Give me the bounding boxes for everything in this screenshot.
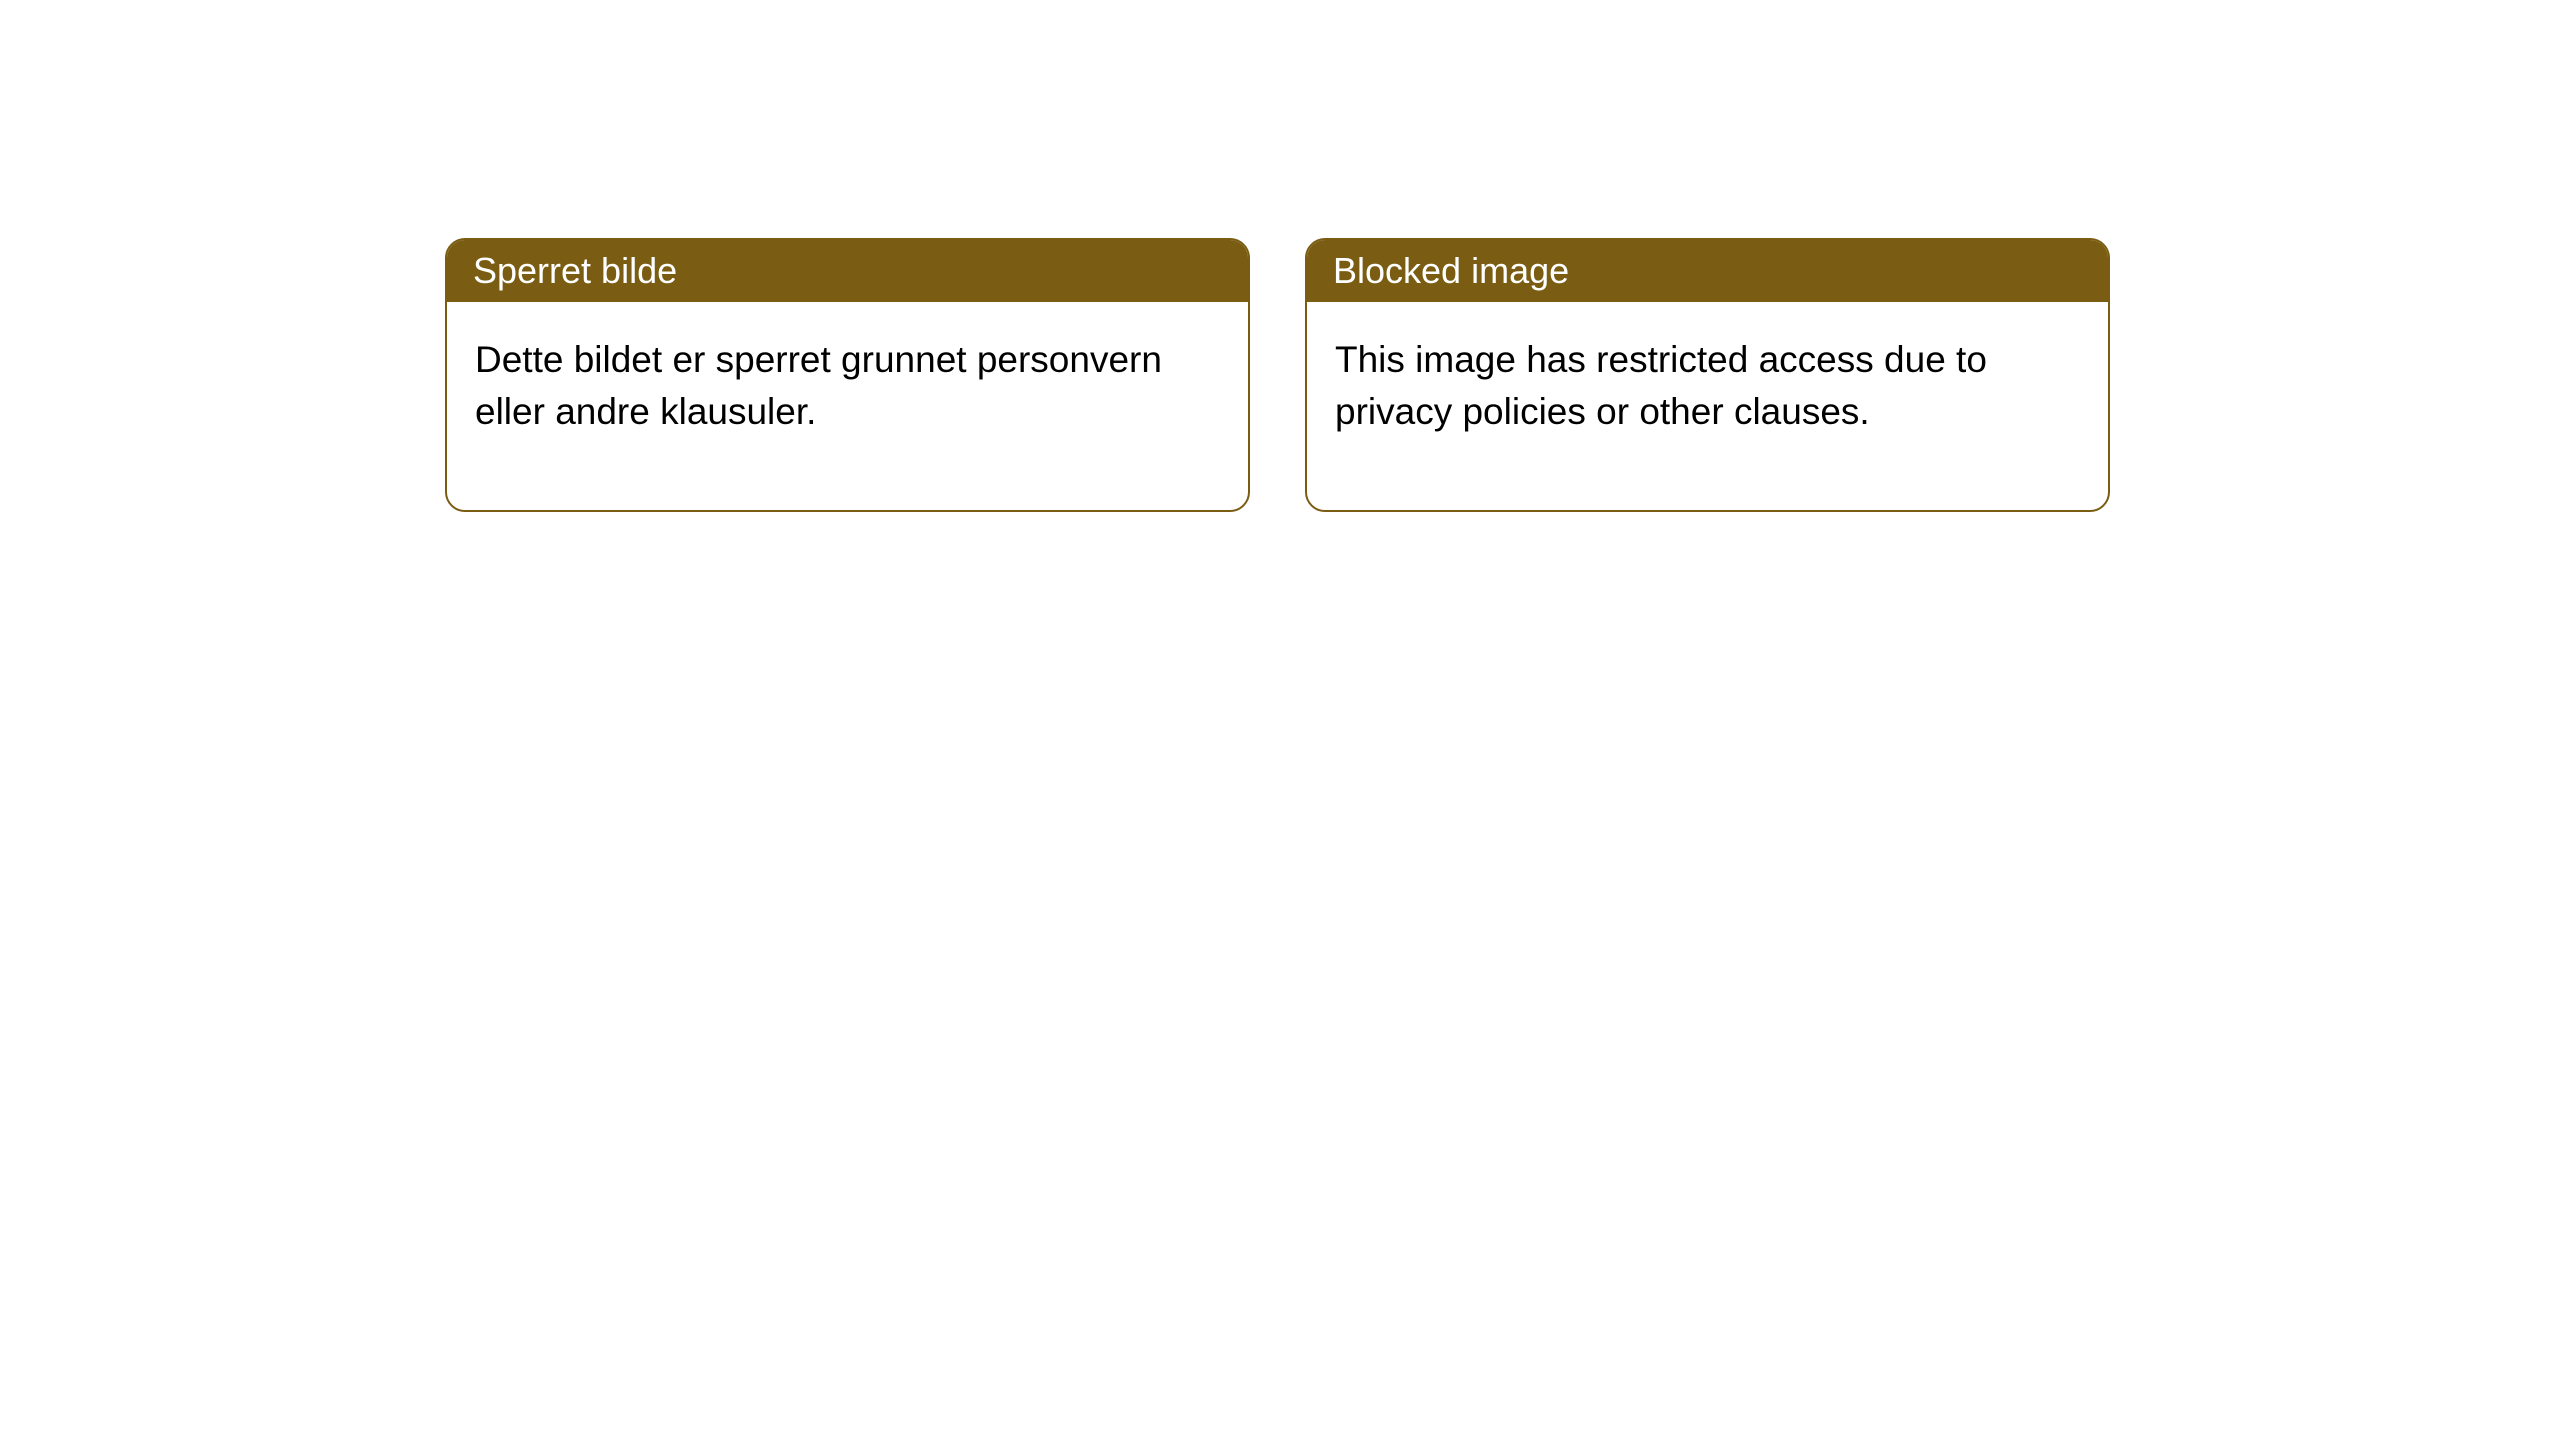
notice-header: Sperret bilde (447, 240, 1248, 302)
notice-container: Sperret bilde Dette bildet er sperret gr… (0, 0, 2560, 512)
notice-body: This image has restricted access due to … (1307, 302, 2108, 510)
notice-card-norwegian: Sperret bilde Dette bildet er sperret gr… (445, 238, 1250, 512)
notice-body: Dette bildet er sperret grunnet personve… (447, 302, 1248, 510)
notice-header: Blocked image (1307, 240, 2108, 302)
notice-card-english: Blocked image This image has restricted … (1305, 238, 2110, 512)
